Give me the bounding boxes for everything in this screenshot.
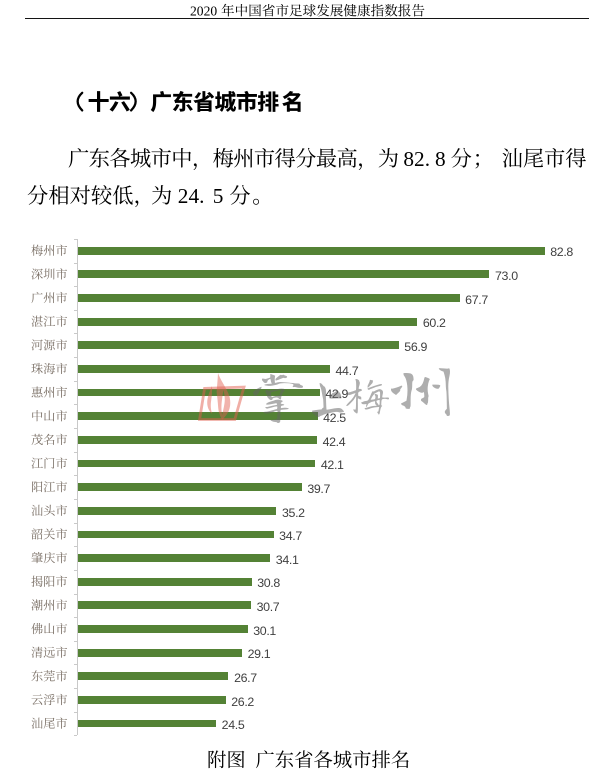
svg-text:8: 8 [435,147,446,171]
svg-text:5: 5 [213,184,224,208]
svg-text:82.: 82. [404,147,431,171]
svg-text:24.: 24. [178,184,205,208]
svg-text:2020: 2020 [190,3,217,18]
